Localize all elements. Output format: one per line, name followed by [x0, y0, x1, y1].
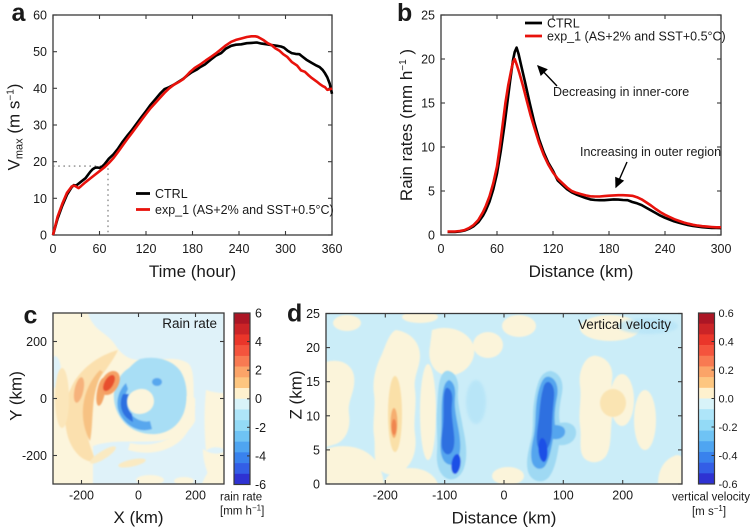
svg-text:300: 300 [275, 242, 296, 256]
svg-text:0: 0 [40, 392, 47, 406]
svg-text:4: 4 [255, 335, 262, 349]
svg-text:-2: -2 [255, 421, 266, 435]
svg-text:200: 200 [185, 489, 206, 503]
svg-text:0: 0 [135, 489, 142, 503]
svg-text:0: 0 [428, 229, 435, 243]
svg-text:0: 0 [50, 242, 57, 256]
svg-text:vertical velocity: vertical velocity [672, 492, 750, 504]
svg-text:0: 0 [313, 478, 320, 492]
svg-text:Rain rate: Rain rate [162, 316, 217, 331]
svg-text:20: 20 [33, 155, 47, 169]
svg-text:CTRL: CTRL [155, 187, 188, 201]
svg-text:Distance (km): Distance (km) [529, 262, 634, 281]
svg-text:exp_1 (AS+2% and SST+0.5°C): exp_1 (AS+2% and SST+0.5°C) [547, 29, 726, 43]
svg-text:200: 200 [26, 335, 47, 349]
svg-text:Increasing in outer region: Increasing in outer region [580, 145, 721, 159]
svg-text:15: 15 [306, 375, 320, 389]
svg-text:exp_1 (AS+2% and SST+0.5°C): exp_1 (AS+2% and SST+0.5°C) [155, 203, 334, 217]
svg-text:15: 15 [421, 97, 435, 111]
svg-text:180: 180 [599, 242, 620, 256]
svg-text:40: 40 [33, 82, 47, 96]
svg-text:X (km): X (km) [113, 508, 163, 527]
svg-text:25: 25 [421, 9, 435, 23]
svg-text:200: 200 [612, 489, 633, 503]
svg-text:-100: -100 [432, 489, 457, 503]
svg-text:240: 240 [229, 242, 250, 256]
svg-text:0.2: 0.2 [719, 365, 734, 377]
svg-text:10: 10 [421, 141, 435, 155]
svg-text:d: d [287, 300, 302, 328]
svg-text:Time (hour): Time (hour) [149, 262, 236, 281]
svg-text:CTRL: CTRL [547, 16, 580, 30]
svg-text:6: 6 [255, 307, 262, 321]
svg-text:Y (km): Y (km) [7, 371, 26, 421]
svg-text:120: 120 [543, 242, 564, 256]
svg-text:Rain rates (mm h−1 ): Rain rates (mm h−1 ) [397, 49, 416, 201]
svg-text:20: 20 [421, 53, 435, 67]
svg-text:0.6: 0.6 [719, 308, 734, 320]
svg-text:-200: -200 [69, 489, 94, 503]
svg-text:60: 60 [33, 9, 47, 23]
svg-text:Z (km): Z (km) [287, 370, 306, 419]
svg-text:-6: -6 [255, 478, 266, 492]
svg-text:60: 60 [490, 242, 504, 256]
svg-text:10: 10 [306, 409, 320, 423]
svg-text:-0.6: -0.6 [719, 479, 738, 491]
svg-text:0: 0 [438, 242, 445, 256]
svg-text:100: 100 [553, 489, 574, 503]
svg-text:a: a [12, 0, 27, 27]
svg-text:20: 20 [306, 341, 320, 355]
svg-text:Decreasing in inner-core: Decreasing in inner-core [553, 85, 689, 99]
svg-text:b: b [397, 0, 412, 27]
svg-text:240: 240 [655, 242, 676, 256]
svg-text:120: 120 [136, 242, 157, 256]
svg-text:50: 50 [33, 45, 47, 59]
svg-text:-200: -200 [373, 489, 398, 503]
svg-text:0: 0 [501, 489, 508, 503]
svg-text:360: 360 [322, 242, 343, 256]
svg-text:0: 0 [255, 392, 262, 406]
svg-text:180: 180 [182, 242, 203, 256]
svg-text:Vertical velocity: Vertical velocity [578, 317, 671, 332]
svg-text:5: 5 [428, 185, 435, 199]
svg-text:-200: -200 [22, 449, 47, 463]
svg-text:25: 25 [306, 307, 320, 321]
svg-text:-0.4: -0.4 [719, 451, 738, 463]
svg-text:-4: -4 [255, 449, 266, 463]
svg-text:5: 5 [313, 443, 320, 457]
svg-text:60: 60 [93, 242, 107, 256]
svg-text:0.4: 0.4 [719, 337, 734, 349]
svg-text:Distance (km): Distance (km) [452, 509, 557, 528]
svg-text:10: 10 [33, 192, 47, 206]
svg-text:0.0: 0.0 [719, 394, 734, 406]
svg-text:300: 300 [711, 242, 732, 256]
svg-text:-0.2: -0.2 [719, 422, 738, 434]
svg-text:rain rate: rain rate [220, 492, 262, 504]
svg-text:0: 0 [40, 229, 47, 243]
svg-text:30: 30 [33, 119, 47, 133]
svg-text:c: c [24, 302, 38, 330]
svg-text:2: 2 [255, 364, 262, 378]
